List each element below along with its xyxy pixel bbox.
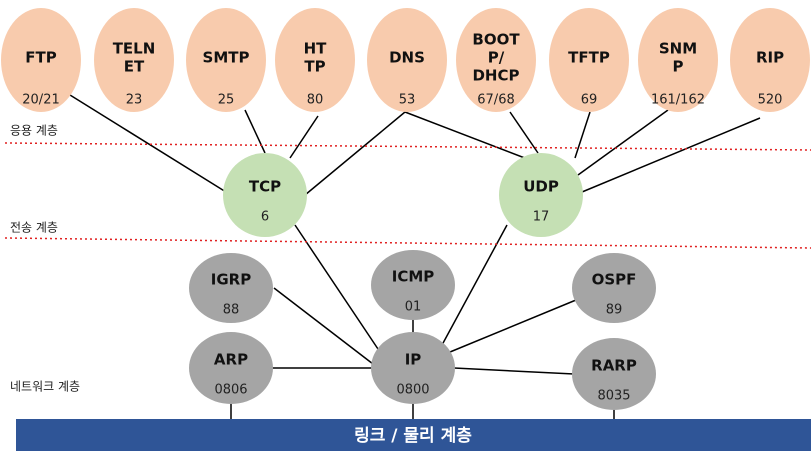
node: TCP 6 — [223, 153, 307, 237]
node-shape — [572, 338, 656, 410]
node-label: TCP — [249, 178, 281, 196]
node-label: P — [673, 58, 684, 76]
link-bar — [16, 419, 811, 451]
node-label: HT — [304, 40, 328, 58]
node-shape — [572, 253, 656, 323]
node-shape — [189, 253, 273, 323]
node-label: TELN — [113, 40, 156, 58]
node-number: 80 — [307, 93, 324, 108]
node-number: 69 — [581, 93, 598, 108]
layer-label: 네트워크 계층 — [10, 380, 80, 394]
node-number: 25 — [218, 93, 235, 108]
node-label: FTP — [25, 49, 56, 67]
node-label: SNM — [659, 40, 697, 58]
node: ICMP 01 — [371, 250, 455, 320]
layer-divider — [4, 237, 811, 249]
node-number: 520 — [758, 93, 783, 108]
node-label: DHCP — [472, 67, 519, 85]
node-number: 0806 — [214, 383, 247, 398]
node: IGRP 88 — [189, 253, 273, 323]
node-shape — [94, 8, 174, 112]
node-label: IP — [405, 351, 422, 369]
node-label: SMTP — [203, 49, 250, 67]
node-number: 67/68 — [477, 93, 514, 108]
node-shape — [223, 153, 307, 237]
node: RIP 520 — [730, 8, 810, 112]
node: IP 0800 — [371, 332, 455, 404]
node-shape — [186, 8, 266, 112]
node-number: 8035 — [597, 389, 630, 404]
node: FTP 20/21 — [1, 8, 81, 112]
node-number: 88 — [223, 303, 240, 318]
node-number: 17 — [533, 210, 550, 225]
link-bar-label: 링크 / 물리 계층 — [354, 426, 472, 446]
node-shape — [371, 332, 455, 404]
node-number: 161/162 — [651, 93, 705, 108]
connectors — [69, 94, 761, 420]
node: UDP 17 — [499, 153, 583, 237]
node-label: RARP — [591, 357, 637, 375]
node-number: 89 — [606, 303, 623, 318]
node: ARP 0806 — [189, 332, 273, 404]
node: DNS 53 — [367, 8, 447, 112]
node: RARP 8035 — [572, 338, 656, 410]
node-shape — [456, 8, 536, 112]
node-number: 23 — [126, 93, 143, 108]
node-number: 6 — [261, 210, 269, 225]
node-number: 20/21 — [22, 93, 59, 108]
node-shape — [1, 8, 81, 112]
node-label: ICMP — [392, 268, 435, 286]
node-label: TFTP — [568, 49, 610, 67]
node-label: TP — [304, 58, 325, 76]
node: TFTP 69 — [549, 8, 629, 112]
node-shape — [730, 8, 810, 112]
node-shape — [189, 332, 273, 404]
node-number: 01 — [405, 300, 422, 315]
node-number: 53 — [399, 93, 416, 108]
node-shape — [367, 8, 447, 112]
node-label: OSPF — [592, 271, 637, 289]
layer-label: 응용 계층 — [10, 124, 58, 138]
node-number: 0800 — [396, 383, 429, 398]
node-shape — [275, 8, 355, 112]
layer-divider — [4, 142, 811, 151]
node-label: DNS — [389, 49, 425, 67]
node-label: RIP — [756, 49, 784, 67]
node-shape — [549, 8, 629, 112]
node-shape — [499, 153, 583, 237]
node-shape — [638, 8, 718, 112]
node-label: BOOT — [472, 31, 520, 49]
node: OSPF 89 — [572, 253, 656, 323]
layer-label: 전송 계층 — [10, 221, 58, 235]
node-label: P/ — [488, 49, 505, 67]
node-label: UDP — [523, 178, 559, 196]
node: SMTP 25 — [186, 8, 266, 112]
node-label: ARP — [214, 351, 248, 369]
node-label: ET — [124, 58, 145, 76]
node-shape — [371, 250, 455, 320]
node-label: IGRP — [211, 271, 251, 289]
